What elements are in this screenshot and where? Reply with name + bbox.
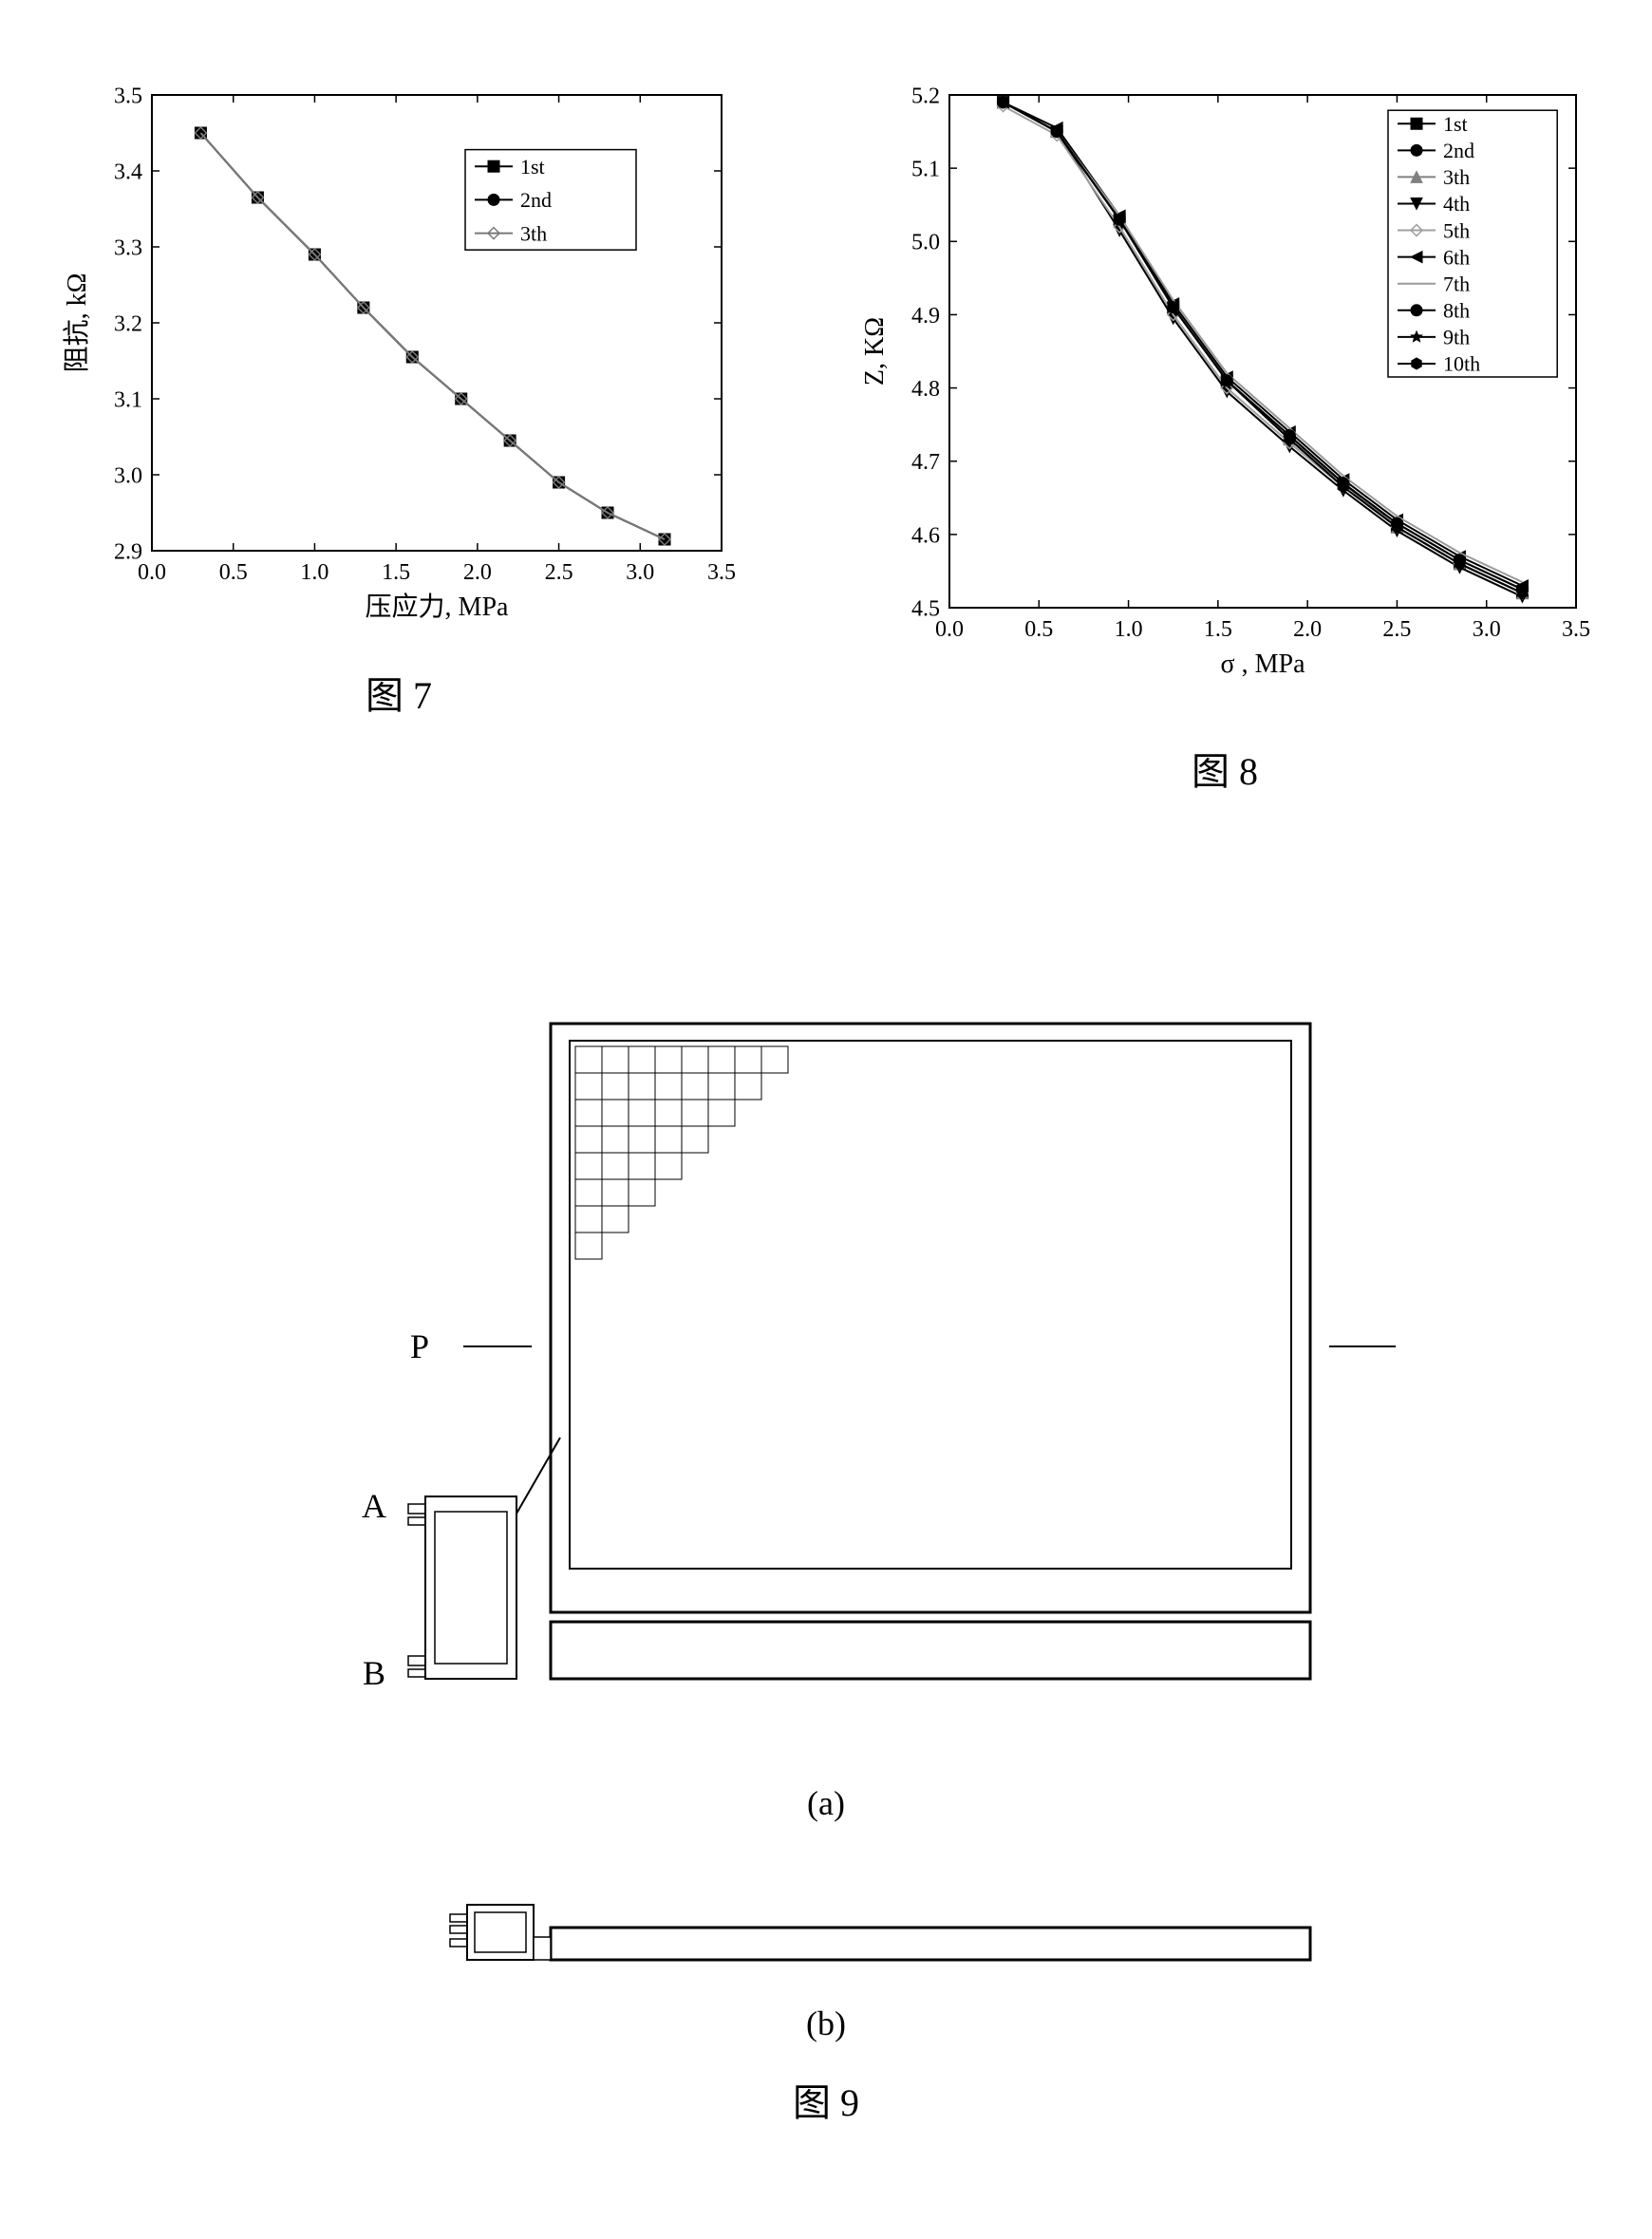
svg-text:2.5: 2.5 bbox=[1382, 617, 1411, 642]
svg-text:B: B bbox=[363, 1654, 385, 1692]
svg-text:3.0: 3.0 bbox=[626, 560, 654, 585]
svg-text:8th: 8th bbox=[1443, 299, 1470, 323]
svg-text:4th: 4th bbox=[1443, 192, 1470, 216]
svg-text:2nd: 2nd bbox=[520, 188, 552, 212]
svg-text:10th: 10th bbox=[1443, 352, 1480, 376]
svg-text:5.2: 5.2 bbox=[911, 84, 940, 108]
figure-7-chart: 0.00.51.01.52.02.53.03.52.93.03.13.23.33… bbox=[38, 57, 760, 627]
figure-8-chart: 0.00.51.01.52.02.53.03.54.54.64.74.84.95… bbox=[835, 57, 1614, 703]
svg-text:3.5: 3.5 bbox=[114, 84, 142, 108]
svg-text:1st: 1st bbox=[1443, 112, 1468, 136]
svg-text:1.0: 1.0 bbox=[300, 560, 329, 585]
svg-text:4.7: 4.7 bbox=[911, 450, 940, 475]
svg-text:1.0: 1.0 bbox=[1115, 617, 1143, 642]
figure-7-block: 0.00.51.01.52.02.53.03.52.93.03.13.23.33… bbox=[38, 57, 760, 720]
figure-9-block: PPAB (a) (b) 图 9 bbox=[38, 986, 1614, 2127]
svg-text:2.9: 2.9 bbox=[114, 539, 142, 564]
figure-8-caption: 图 8 bbox=[1192, 741, 1258, 796]
svg-text:P: P bbox=[410, 1327, 429, 1365]
figures-top-row: 0.00.51.01.52.02.53.03.52.93.03.13.23.33… bbox=[38, 57, 1614, 796]
svg-text:1.5: 1.5 bbox=[1204, 617, 1232, 642]
svg-text:A: A bbox=[362, 1487, 386, 1525]
svg-text:Z, KΩ: Z, KΩ bbox=[860, 317, 890, 386]
svg-text:6th: 6th bbox=[1443, 245, 1470, 269]
svg-text:3.5: 3.5 bbox=[1562, 617, 1590, 642]
svg-text:压应力, MPa: 压应力, MPa bbox=[366, 592, 509, 622]
svg-text:2.5: 2.5 bbox=[545, 560, 573, 585]
figure-9b-caption: (b) bbox=[806, 2004, 846, 2043]
svg-text:0.5: 0.5 bbox=[219, 560, 248, 585]
svg-text:3th: 3th bbox=[520, 221, 547, 245]
svg-text:0.5: 0.5 bbox=[1024, 617, 1053, 642]
svg-text:5.0: 5.0 bbox=[911, 231, 940, 255]
figure-9b-diagram bbox=[256, 1880, 1396, 1985]
svg-text:5.1: 5.1 bbox=[911, 158, 940, 182]
svg-text:3.0: 3.0 bbox=[114, 463, 142, 488]
svg-text:3.2: 3.2 bbox=[114, 311, 142, 336]
svg-text:5th: 5th bbox=[1443, 218, 1470, 242]
svg-text:3.1: 3.1 bbox=[114, 387, 142, 412]
svg-text:1st: 1st bbox=[520, 155, 545, 179]
svg-text:3th: 3th bbox=[1443, 165, 1470, 189]
figure-9a-caption: (a) bbox=[807, 1783, 845, 1823]
svg-text:3.5: 3.5 bbox=[707, 560, 736, 585]
svg-text:9th: 9th bbox=[1443, 326, 1470, 349]
svg-text:3.4: 3.4 bbox=[114, 160, 142, 184]
svg-text:7th: 7th bbox=[1443, 272, 1470, 295]
figure-8-block: 0.00.51.01.52.02.53.03.54.54.64.74.84.95… bbox=[835, 57, 1614, 796]
svg-text:1.5: 1.5 bbox=[382, 560, 410, 585]
svg-text:4.6: 4.6 bbox=[911, 523, 940, 548]
svg-text:2.0: 2.0 bbox=[463, 560, 492, 585]
svg-text:3.3: 3.3 bbox=[114, 235, 142, 260]
svg-text:4.8: 4.8 bbox=[911, 377, 940, 402]
svg-text:2.0: 2.0 bbox=[1293, 617, 1322, 642]
svg-text:4.5: 4.5 bbox=[911, 596, 940, 621]
svg-text:2nd: 2nd bbox=[1443, 139, 1474, 162]
figure-7-caption: 图 7 bbox=[366, 665, 432, 720]
svg-text:σ , MPa: σ , MPa bbox=[1221, 649, 1306, 679]
svg-text:4.9: 4.9 bbox=[911, 304, 940, 329]
svg-text:阻抗, kΩ: 阻抗, kΩ bbox=[62, 273, 92, 373]
svg-text:3.0: 3.0 bbox=[1473, 617, 1501, 642]
figure-9-caption: 图 9 bbox=[793, 2072, 859, 2127]
figure-9a-diagram: PPAB bbox=[256, 986, 1396, 1764]
